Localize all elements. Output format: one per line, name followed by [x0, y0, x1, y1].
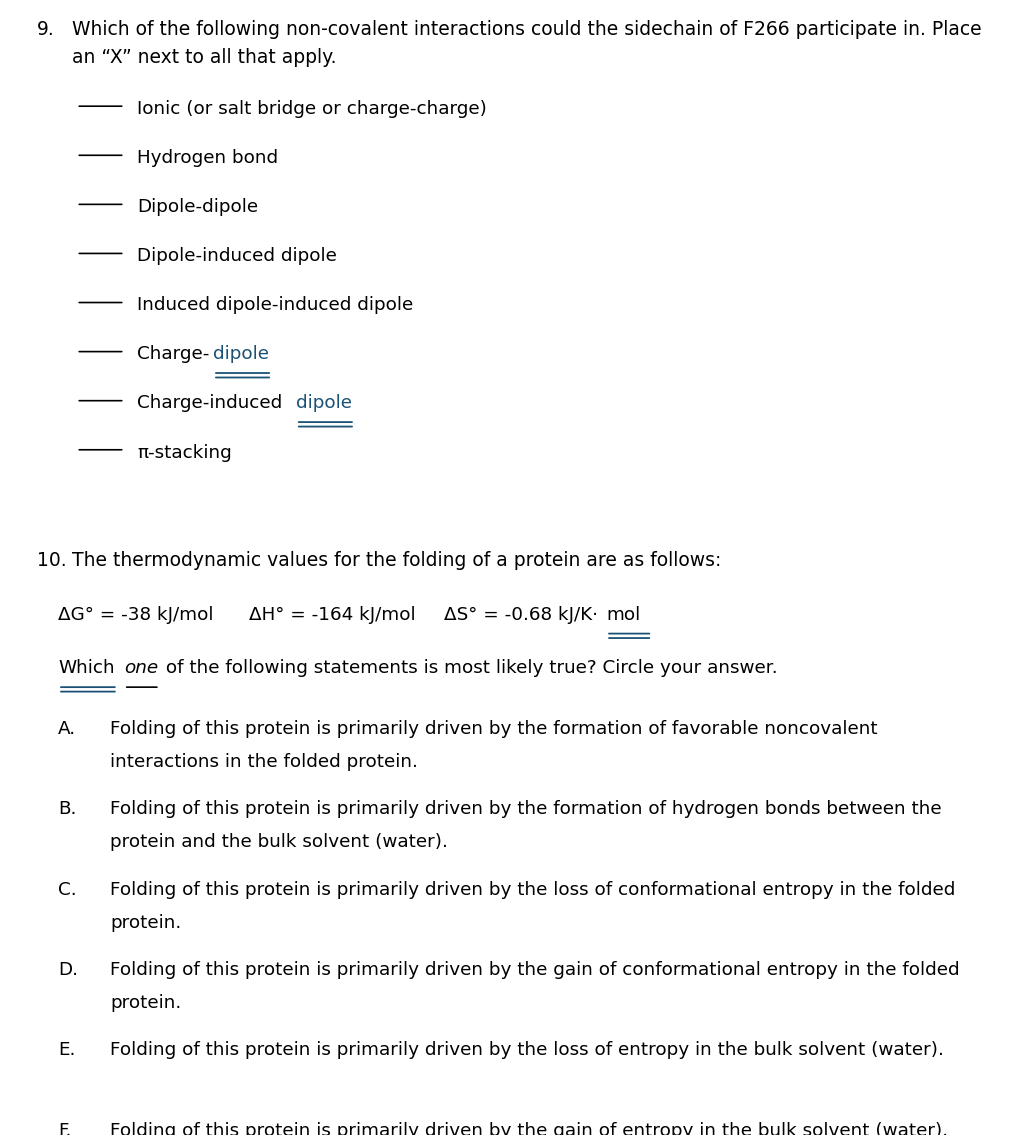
Text: Folding of this protein is primarily driven by the loss of conformational entrop: Folding of this protein is primarily dri… [110, 881, 956, 899]
Text: Induced dipole-induced dipole: Induced dipole-induced dipole [137, 296, 414, 314]
Text: Dipole-induced dipole: Dipole-induced dipole [137, 247, 337, 266]
Text: ΔG° = -38 kJ/mol: ΔG° = -38 kJ/mol [58, 606, 214, 624]
Text: ΔH° = -164 kJ/mol: ΔH° = -164 kJ/mol [249, 606, 416, 624]
Text: E.: E. [58, 1042, 75, 1059]
Text: protein and the bulk solvent (water).: protein and the bulk solvent (water). [110, 833, 448, 851]
Text: The thermodynamic values for the folding of a protein are as follows:: The thermodynamic values for the folding… [72, 550, 721, 570]
Text: dipole: dipole [213, 345, 269, 363]
Text: 9.: 9. [38, 19, 55, 39]
Text: Charge-induced: Charge-induced [137, 395, 288, 412]
Text: interactions in the folded protein.: interactions in the folded protein. [110, 754, 419, 771]
Text: protein.: protein. [110, 994, 181, 1012]
Text: Folding of this protein is primarily driven by the gain of entropy in the bulk s: Folding of this protein is primarily dri… [110, 1121, 949, 1135]
Text: D.: D. [58, 961, 78, 980]
Text: one: one [124, 659, 158, 678]
Text: π-stacking: π-stacking [137, 444, 231, 462]
Text: B.: B. [58, 800, 76, 818]
Text: Folding of this protein is primarily driven by the loss of entropy in the bulk s: Folding of this protein is primarily dri… [110, 1042, 945, 1059]
Text: 10.: 10. [38, 550, 67, 570]
Text: mol: mol [606, 606, 640, 624]
Text: C.: C. [58, 881, 76, 899]
Text: an “X” next to all that apply.: an “X” next to all that apply. [72, 48, 336, 67]
Text: Which of the following non-covalent interactions could the sidechain of F266 par: Which of the following non-covalent inte… [72, 19, 982, 39]
Text: Folding of this protein is primarily driven by the formation of hydrogen bonds b: Folding of this protein is primarily dri… [110, 800, 943, 818]
Text: dipole: dipole [296, 395, 352, 412]
Text: A.: A. [58, 721, 76, 738]
Text: protein.: protein. [110, 914, 181, 932]
Text: Which: Which [58, 659, 115, 678]
Text: ΔS° = -0.68 kJ/K·: ΔS° = -0.68 kJ/K· [444, 606, 598, 624]
Text: F.: F. [58, 1121, 71, 1135]
Text: Ionic (or salt bridge or charge-charge): Ionic (or salt bridge or charge-charge) [137, 100, 487, 118]
Text: Charge-: Charge- [137, 345, 209, 363]
Text: Folding of this protein is primarily driven by the formation of favorable noncov: Folding of this protein is primarily dri… [110, 721, 878, 738]
Text: Dipole-dipole: Dipole-dipole [137, 199, 258, 216]
Text: Folding of this protein is primarily driven by the gain of conformational entrop: Folding of this protein is primarily dri… [110, 961, 960, 980]
Text: of the following statements is most likely true? Circle your answer.: of the following statements is most like… [160, 659, 777, 678]
Text: Hydrogen bond: Hydrogen bond [137, 149, 278, 167]
